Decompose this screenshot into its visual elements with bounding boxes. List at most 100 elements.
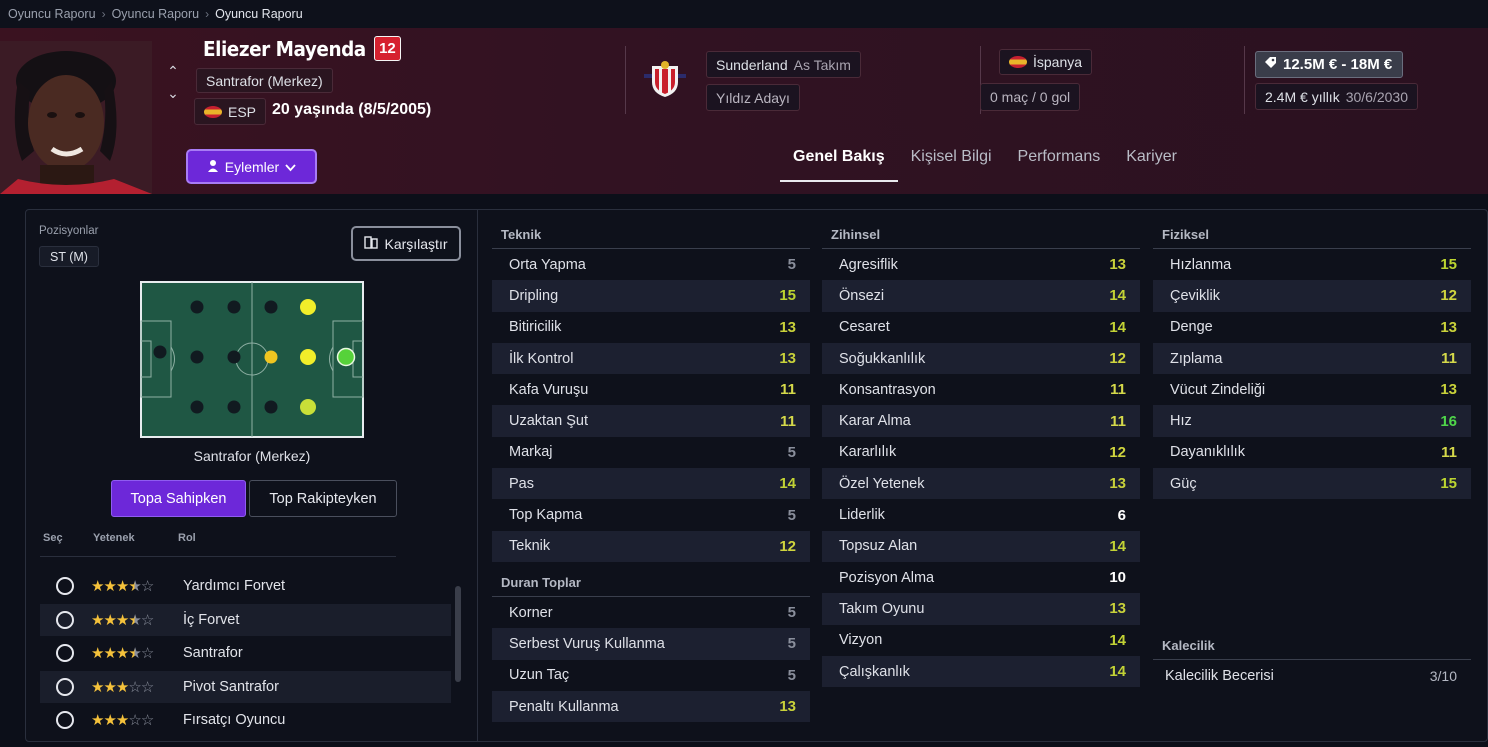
compare-button[interactable]: Karşılaştır <box>351 226 461 261</box>
attribute-row[interactable]: Özel Yetenek 13 <box>822 468 1140 500</box>
breadcrumb-item[interactable]: Oyuncu Raporu <box>8 7 96 21</box>
attribute-row[interactable]: Zıplama 11 <box>1153 342 1471 375</box>
attribute-name: Bitiricilik <box>509 319 562 336</box>
role-radio[interactable] <box>56 677 74 696</box>
role-row[interactable]: ★★★☆☆ Pivot Santrafor <box>40 670 451 703</box>
attribute-row[interactable]: Karar Alma 11 <box>822 405 1140 437</box>
actions-button[interactable]: Eylemler <box>186 149 317 184</box>
attribute-row[interactable]: Önsezi 14 <box>822 280 1140 312</box>
role-radio[interactable] <box>56 610 74 629</box>
attribute-row[interactable]: Hızlanma 15 <box>1153 249 1471 280</box>
attribute-row[interactable]: Orta Yapma 5 <box>492 249 810 280</box>
attribute-name: Soğukkanlılık <box>839 350 926 367</box>
role-row[interactable]: ★★★★☆ İç Forvet <box>40 603 451 636</box>
star-empty-icon: ☆ <box>140 645 154 662</box>
attribute-row[interactable]: Korner 5 <box>492 597 810 628</box>
attribute-row[interactable]: Vizyon 14 <box>822 625 1140 656</box>
position-pitch <box>140 281 364 438</box>
attribute-row[interactable]: Takım Oyunu 13 <box>822 593 1140 625</box>
contract-chip: 2.4M € yıllık 30/6/2030 <box>1255 83 1418 110</box>
breadcrumb-current: Oyuncu Raporu <box>215 7 303 21</box>
attribute-name: Dripling <box>509 287 559 304</box>
attribute-row[interactable]: Kafa Vuruşu 11 <box>492 374 810 405</box>
attribute-name: Korner <box>509 604 553 621</box>
roles-header-select: Seç <box>43 532 63 544</box>
attribute-value: 5 <box>787 635 796 653</box>
attribute-row[interactable]: Top Kapma 5 <box>492 499 810 530</box>
attribute-row[interactable]: Kararlılık 12 <box>822 437 1140 468</box>
attribute-row[interactable]: Uzaktan Şut 11 <box>492 405 810 437</box>
set-pieces-list: Korner 5 Serbest Vuruş Kullanma 5 Uzun Taç 5 P… <box>492 597 810 723</box>
attribute-row[interactable]: Cesaret 14 <box>822 312 1140 343</box>
attribute-row[interactable]: Liderlik 6 <box>822 499 1140 530</box>
attribute-row[interactable]: Topsuz Alan 14 <box>822 530 1140 562</box>
breadcrumb-item[interactable]: Oyuncu Raporu <box>111 7 200 21</box>
tab-career[interactable]: Kariyer <box>1126 148 1177 165</box>
attribute-value: 14 <box>779 475 796 493</box>
tag-icon <box>1264 56 1277 73</box>
attribute-row[interactable]: Çalışkanlık 14 <box>822 655 1140 688</box>
star-full-icon: ★ <box>115 678 129 696</box>
scrollbar[interactable] <box>455 586 461 682</box>
attribute-value: 5 <box>787 506 796 524</box>
role-radio[interactable] <box>56 644 74 662</box>
role-radio[interactable] <box>56 577 74 595</box>
attribute-row[interactable]: Agresiflik 13 <box>822 249 1140 280</box>
star-empty-icon: ☆ <box>140 611 154 629</box>
attribute-row[interactable]: Güç 15 <box>1153 468 1471 500</box>
attribute-row[interactable]: Soğukkanlılık 12 <box>822 342 1140 375</box>
attribute-name: Çalışkanlık <box>839 663 910 680</box>
attribute-row[interactable]: Denge 13 <box>1153 312 1471 343</box>
role-row[interactable]: ★★★★☆ Santrafor <box>40 637 451 669</box>
attribute-name: Kafa Vuruşu <box>509 381 589 398</box>
attribute-value: 11 <box>1441 443 1457 461</box>
attribute-row[interactable]: Pozisyon Alma 10 <box>822 562 1140 593</box>
club-crest-icon[interactable] <box>640 60 690 98</box>
attribute-row[interactable]: Vücut Zindeliği 13 <box>1153 374 1471 405</box>
attribute-name: Güç <box>1170 475 1197 492</box>
tab-personal-info[interactable]: Kişisel Bilgi <box>910 148 992 165</box>
mental-column: Zihinsel Agresiflik 13 Önsezi 14 Cesaret 14 So… <box>822 222 1140 688</box>
divider <box>40 556 396 557</box>
club-name: Sunderland <box>716 56 788 73</box>
attribute-row[interactable]: Dayanıklılık 11 <box>1153 437 1471 468</box>
role-radio[interactable] <box>56 711 74 729</box>
attribute-name: Uzun Taç <box>509 667 570 684</box>
role-row[interactable]: ★★★★☆ Yardımcı Forvet <box>40 570 451 602</box>
attribute-value: 14 <box>1109 318 1126 336</box>
attribute-row[interactable]: Penaltı Kullanma 13 <box>492 690 810 723</box>
divider <box>1244 46 1245 114</box>
attribute-row[interactable]: Konsantrasyon 11 <box>822 374 1140 405</box>
attribute-row[interactable]: Serbest Vuruş Kullanma 5 <box>492 628 810 660</box>
attribute-name: Kalecilik Becerisi <box>1165 668 1274 684</box>
tab-performance[interactable]: Performans <box>1017 148 1101 165</box>
in-possession-toggle[interactable]: Topa Sahipken <box>111 480 246 517</box>
chevron-up-icon[interactable]: ⌃ <box>167 63 179 79</box>
attribute-row[interactable]: Bitiricilik 13 <box>492 312 810 343</box>
mental-title: Zihinsel <box>822 222 1140 249</box>
attribute-value: 13 <box>1440 381 1457 399</box>
attribute-row[interactable]: Çeviklik 12 <box>1153 280 1471 312</box>
star-full-icon: ★ <box>91 578 104 595</box>
tab-overview[interactable]: Genel Bakış <box>780 140 898 182</box>
international-chip[interactable]: İspanya <box>999 49 1093 75</box>
attribute-value: 11 <box>1110 381 1126 399</box>
attribute-row[interactable]: Markaj 5 <box>492 437 810 468</box>
out-of-possession-toggle[interactable]: Top Rakipteyken <box>249 480 397 517</box>
attribute-name: Denge <box>1170 319 1213 336</box>
star-full-icon: ★ <box>91 712 104 729</box>
attribute-row[interactable]: Kalecilik Becerisi 3/10 <box>1153 660 1471 692</box>
player-photo <box>0 41 152 194</box>
attribute-value: 16 <box>1440 412 1457 430</box>
attribute-row[interactable]: Pas 14 <box>492 468 810 500</box>
value-badge: 12.5M € - 18M € <box>1255 51 1404 78</box>
attribute-row[interactable]: Teknik 12 <box>492 530 810 562</box>
attribute-row[interactable]: Uzun Taç 5 <box>492 660 810 691</box>
attribute-row[interactable]: İlk Kontrol 13 <box>492 342 810 375</box>
attribute-row[interactable]: Dripling 15 <box>492 280 810 312</box>
chevron-down-icon[interactable]: ⌄ <box>167 85 179 101</box>
club-chip[interactable]: Sunderland As Takım <box>706 51 861 78</box>
contract-expiry: 30/6/2030 <box>1345 88 1408 105</box>
role-row[interactable]: ★★★☆☆ Fırsatçı Oyuncu <box>40 704 451 736</box>
attribute-row[interactable]: Hız 16 <box>1153 405 1471 437</box>
